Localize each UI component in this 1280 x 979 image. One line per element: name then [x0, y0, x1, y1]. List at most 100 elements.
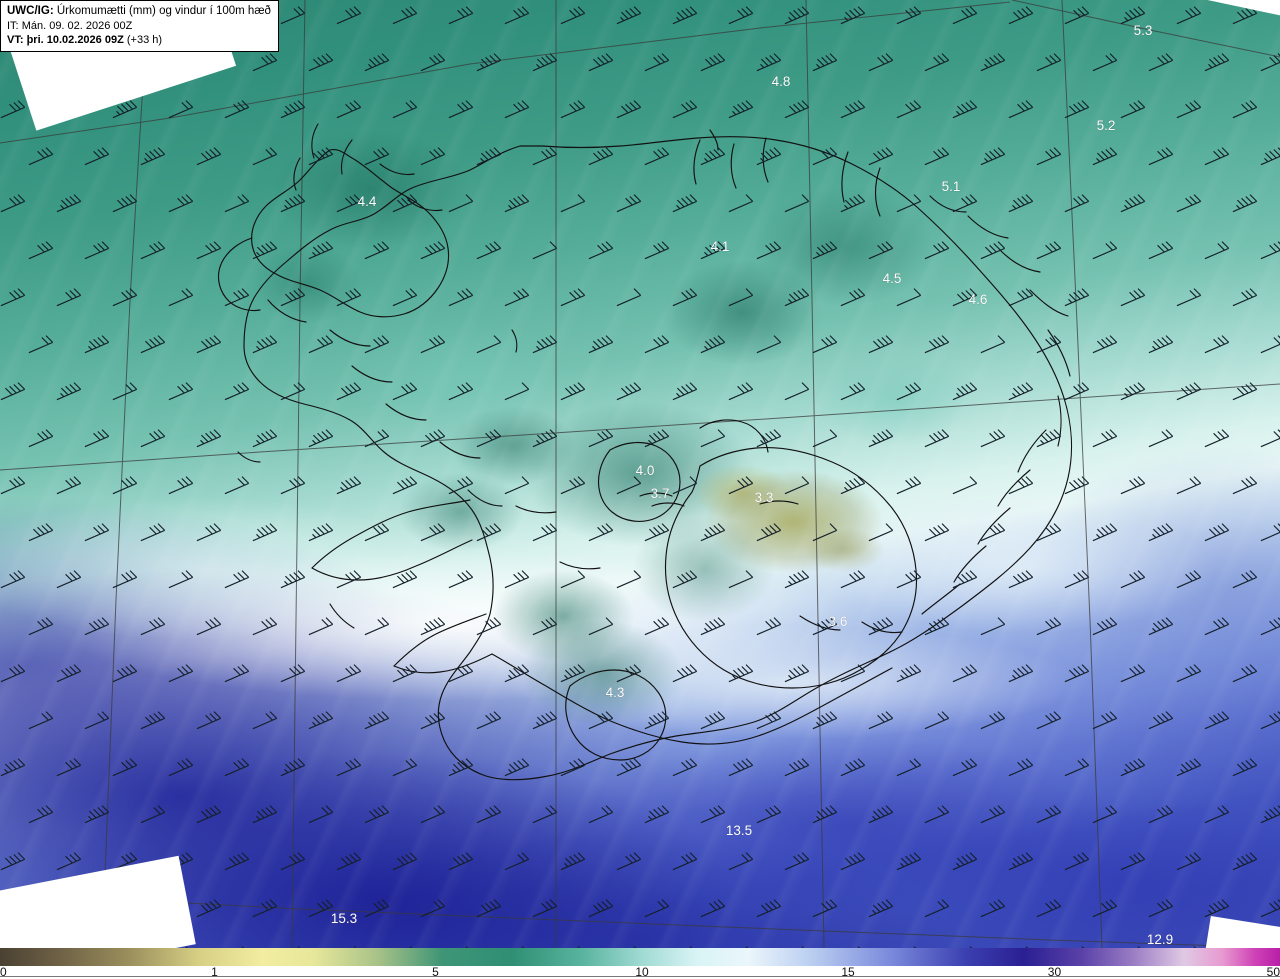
wind-barb: [56, 852, 82, 871]
wind-barb: [728, 288, 754, 307]
wind-barb: [448, 288, 474, 307]
wind-barb: [840, 758, 866, 777]
wind-barb: [868, 429, 894, 448]
wind-barb: [448, 476, 474, 495]
wind-barb: [840, 382, 866, 401]
wind-barb: [420, 147, 446, 166]
wind-barb: [672, 664, 698, 683]
wind-barb: [476, 429, 502, 448]
wind-barb: [392, 194, 418, 213]
wind-barb: [168, 758, 194, 777]
wind-barb: [672, 194, 698, 213]
wind-barb: [280, 382, 306, 401]
wind-barb: [476, 617, 502, 636]
wind-barb: [728, 382, 754, 401]
wind-barb: [588, 147, 614, 166]
wind-barb: [980, 617, 1006, 636]
wind-barb: [1204, 617, 1230, 636]
wind-barb: [1064, 758, 1090, 777]
wind-barb: [84, 617, 110, 636]
wind-barb: [644, 805, 670, 824]
wind-barb: [476, 53, 502, 72]
wind-barb: [784, 382, 810, 401]
wind-barb: [364, 523, 390, 542]
map-info-box: UWC/IG: Úrkomumætti (mm) og vindur í 100…: [0, 0, 279, 52]
wind-barb: [980, 53, 1006, 72]
wind-barb: [1064, 664, 1090, 683]
wind-barb: [224, 288, 250, 307]
wind-barb: [588, 899, 614, 918]
wind-barb: [1064, 852, 1090, 871]
wind-barb: [448, 6, 474, 25]
wind-barb: [1232, 194, 1258, 213]
wind-barb: [700, 523, 726, 542]
wind-barb: [1176, 476, 1202, 495]
wind-barb: [112, 100, 138, 119]
wind-barb: [521, 946, 525, 948]
colorbar[interactable]: 0 1 5 10 15 30 50: [0, 948, 1280, 979]
wind-barb: [504, 194, 530, 213]
wind-barb: [728, 100, 754, 119]
wind-barb: [1120, 288, 1146, 307]
colorbar-tick-5: 5: [432, 965, 439, 979]
wind-barb: [924, 335, 950, 354]
wind-barb: [448, 570, 474, 589]
wind-barb: [560, 6, 586, 25]
wind-barb: [812, 53, 838, 72]
wind-barb: [1008, 476, 1034, 495]
wind-barb: [1120, 664, 1146, 683]
precip-value-label: 3.3: [755, 490, 774, 505]
wind-barb: [616, 758, 642, 777]
wind-barb: [756, 241, 782, 260]
wind-barb: [1036, 711, 1062, 730]
wind-barb: [868, 805, 894, 824]
wind-barb: [308, 53, 334, 72]
wind-barb: [1008, 570, 1034, 589]
wind-barb: [588, 523, 614, 542]
wind-barb: [952, 382, 978, 401]
wind-barb: [1232, 852, 1258, 871]
wind-barb: [812, 335, 838, 354]
wind-barb: [504, 664, 530, 683]
info-line-product: UWC/IG: Úrkomumætti (mm) og vindur í 100…: [7, 5, 271, 17]
wind-barb: [1260, 241, 1280, 260]
wind-barb: [1036, 335, 1062, 354]
wind-barb: [224, 570, 250, 589]
wind-barb: [196, 335, 222, 354]
wind-barb: [1008, 6, 1034, 25]
wind-barb: [168, 664, 194, 683]
wind-barb: [1092, 617, 1118, 636]
wind-barb: [1120, 570, 1146, 589]
wind-barb: [840, 852, 866, 871]
wind-barb: [56, 476, 82, 495]
wind-barb: [196, 805, 222, 824]
wind-barb: [1204, 147, 1230, 166]
wind-barb: [644, 241, 670, 260]
wind-barb: [420, 335, 446, 354]
wind-barb: [308, 147, 334, 166]
wind-barb: [392, 664, 418, 683]
wind-barb: [812, 241, 838, 260]
wind-barb: [588, 335, 614, 354]
wind-barb: [1064, 6, 1090, 25]
wind-barb: [224, 664, 250, 683]
wind-barb: [840, 100, 866, 119]
wind-barb: [868, 335, 894, 354]
wind-barb: [280, 194, 306, 213]
wind-barb: [840, 6, 866, 25]
wind-barb: [616, 6, 642, 25]
wind-barb: [560, 664, 586, 683]
wind-barb: [224, 382, 250, 401]
map-canvas[interactable]: 5.3 4.8 5.2 5.1 4.4 4.1 4.5 4.6 4.0 3.7 3.3 3.6 4.3 1…: [0, 0, 1280, 948]
wind-barb: [896, 288, 922, 307]
wind-barb: [504, 758, 530, 777]
wind-barb: [420, 617, 446, 636]
precip-value-label: 3.6: [829, 614, 848, 629]
wind-barb: [700, 241, 726, 260]
wind-barb: [504, 570, 530, 589]
wind-barb: [280, 476, 306, 495]
wind-barb: [1092, 711, 1118, 730]
wind-barb: [1120, 6, 1146, 25]
precip-value-label: 4.0: [636, 463, 655, 478]
wind-barb: [532, 241, 558, 260]
